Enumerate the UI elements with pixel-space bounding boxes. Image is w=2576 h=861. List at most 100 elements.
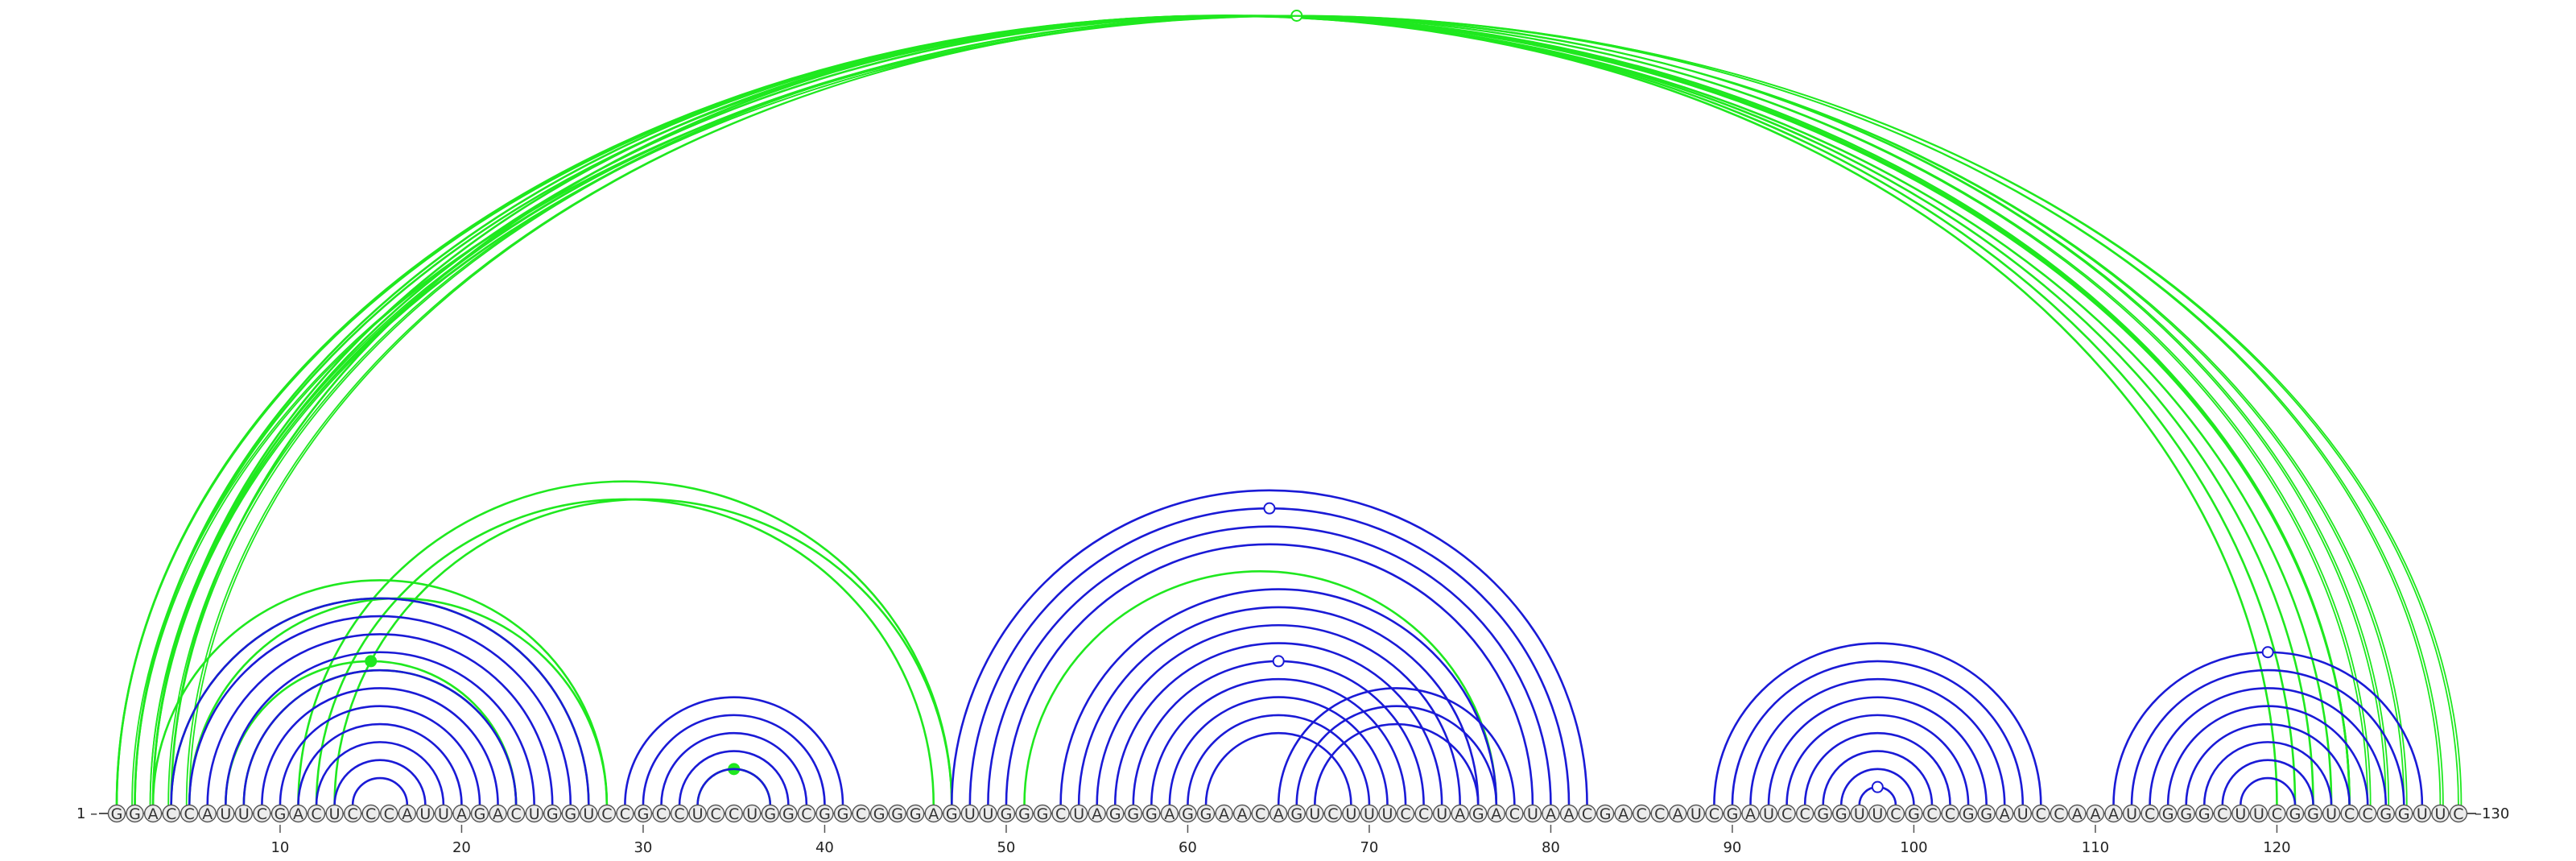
nucleotide-circle-83 xyxy=(1596,804,1615,823)
nucleotide-51: G xyxy=(1015,804,1034,823)
nucleotide-2: G xyxy=(126,804,144,823)
arc-blue-8-23 xyxy=(242,669,518,805)
nucleotide-circle-95 xyxy=(1814,804,1832,823)
nucleotide-106: U xyxy=(2013,804,2032,823)
nucleotide-circle-79 xyxy=(1523,804,1542,823)
nucleotide-43: G xyxy=(869,804,889,823)
arc-blue-7-24 xyxy=(225,651,535,805)
nucleotide-99: C xyxy=(1886,804,1905,823)
arc-green-3-129-outer xyxy=(149,14,2444,805)
nucleotide-letter-103: G xyxy=(1963,805,1975,823)
arc-green-1-123 xyxy=(115,14,2333,805)
arc-blue-92-104 xyxy=(1767,696,1988,805)
nucleotide-circle-44 xyxy=(888,804,906,823)
nucleotide-letter-87: A xyxy=(1673,805,1683,823)
nucleotide-letter-25: G xyxy=(547,805,559,823)
nucleotide-100: G xyxy=(1905,804,1923,823)
nucleotide-45: G xyxy=(906,804,925,823)
tick-label-50: 50 xyxy=(997,839,1015,856)
nucleotide-circle-45 xyxy=(906,804,925,823)
nucleotide-circle-47 xyxy=(943,804,961,823)
nucleotide-letter-7: U xyxy=(220,805,231,823)
nucleotide-letter-127: G xyxy=(2398,805,2410,823)
nucleotide-circle-59 xyxy=(1160,804,1179,823)
nucleotide-circle-85 xyxy=(1632,804,1651,823)
nucleotide-98: U xyxy=(1868,804,1887,823)
nucleotide-circle-75 xyxy=(1451,804,1469,823)
arcs-layer xyxy=(115,10,2462,805)
nucleotide-letter-124: C xyxy=(2344,805,2355,823)
nucleotide-letter-96: G xyxy=(1835,805,1847,823)
nucleotide-circle-78 xyxy=(1505,804,1524,823)
nucleotide-circle-36 xyxy=(743,804,762,823)
arc-blue-95-101 xyxy=(1822,750,1934,805)
nucleotide-letter-70: U xyxy=(1364,805,1375,823)
nucleotide-letter-90: G xyxy=(1727,805,1739,823)
nucleotide-letter-16: C xyxy=(384,805,394,823)
nucleotide-13: U xyxy=(325,804,344,823)
nucleotide-circle-21 xyxy=(470,804,489,823)
nucleotide-94: C xyxy=(1795,804,1814,823)
nucleotide-letter-54: U xyxy=(1073,805,1084,823)
nucleotide-letter-57: G xyxy=(1127,805,1139,823)
arc-blue-29-41 xyxy=(624,696,844,805)
nucleotide-letter-42: C xyxy=(856,805,866,823)
nucleotide-letter-111: A xyxy=(2108,805,2119,823)
arc-blue-91-105 xyxy=(1749,677,2006,805)
nucleotide-circle-16 xyxy=(380,804,398,823)
nucleotide-circle-87 xyxy=(1669,804,1687,823)
nucleotide-circle-116 xyxy=(2195,804,2214,823)
arc-blue-60-70 xyxy=(1187,714,1371,805)
nucleotide-circle-104 xyxy=(1977,804,1996,823)
arc-blue-10-21 xyxy=(279,705,481,805)
arc-blue-14-17 xyxy=(351,776,409,805)
nucleotide-letter-69: U xyxy=(1345,805,1356,823)
nucleotide-21: G xyxy=(470,804,489,823)
nucleotide-81: A xyxy=(1559,804,1579,823)
nucleotide-letter-100: G xyxy=(1908,805,1920,823)
nucleotide-letter-122: G xyxy=(2307,805,2319,823)
nucleotide-letter-12: C xyxy=(311,805,321,823)
tick-label-40: 40 xyxy=(815,839,834,856)
tick-label-90: 90 xyxy=(1723,839,1741,856)
nucleotide-letter-75: A xyxy=(1455,805,1465,823)
nucleotide-110: A xyxy=(2086,804,2105,823)
nucleotide-78: C xyxy=(1505,804,1524,823)
nucleotide-8: U xyxy=(234,804,254,823)
nucleotide-circle-11 xyxy=(289,804,308,823)
nucleotide-letter-81: A xyxy=(1564,805,1575,823)
arc-marker-green-7-23 xyxy=(365,655,378,668)
nucleotide-letter-79: U xyxy=(1527,805,1538,823)
tick-label-110: 110 xyxy=(2082,839,2109,856)
arc-green-11-47 xyxy=(297,480,953,805)
arc-blue-55-75 xyxy=(1096,624,1461,805)
nucleotide-circle-61 xyxy=(1196,804,1216,823)
nucleotide-letter-62: A xyxy=(1219,805,1229,823)
nucleotide-letter-101: C xyxy=(1926,805,1937,823)
nucleotide-circle-107 xyxy=(2032,804,2050,823)
nucleotide-letter-38: G xyxy=(782,805,795,823)
arc-blue-111-128 xyxy=(2112,651,2424,805)
nucleotide-circle-91 xyxy=(1741,804,1760,823)
arc-green-2-130-outer xyxy=(131,14,2462,805)
nucleotide-29: C xyxy=(616,804,634,823)
nucleotide-circle-5 xyxy=(180,804,199,823)
nucleotide-circle-6 xyxy=(198,804,217,823)
nucleotide-circle-81 xyxy=(1559,804,1579,823)
nucleotide-letter-88: U xyxy=(1690,805,1702,823)
nucleotide-letter-46: A xyxy=(928,805,939,823)
nucleotide-letter-84: A xyxy=(1618,805,1629,823)
nucleotide-105: A xyxy=(1995,804,2014,823)
nucleotide-letter-2: G xyxy=(129,805,141,823)
nucleotide-circle-46 xyxy=(924,804,943,823)
nucleotide-circle-62 xyxy=(1215,804,1233,823)
nucleotide-62: A xyxy=(1215,804,1233,823)
nucleotide-circle-54 xyxy=(1069,804,1088,823)
nucleotide-113: C xyxy=(2140,804,2159,823)
nucleotide-80: A xyxy=(1542,804,1560,823)
nucleotide-84: A xyxy=(1614,804,1633,823)
nucleotide-37: G xyxy=(761,804,779,823)
nucleotide-circle-64 xyxy=(1251,804,1269,823)
